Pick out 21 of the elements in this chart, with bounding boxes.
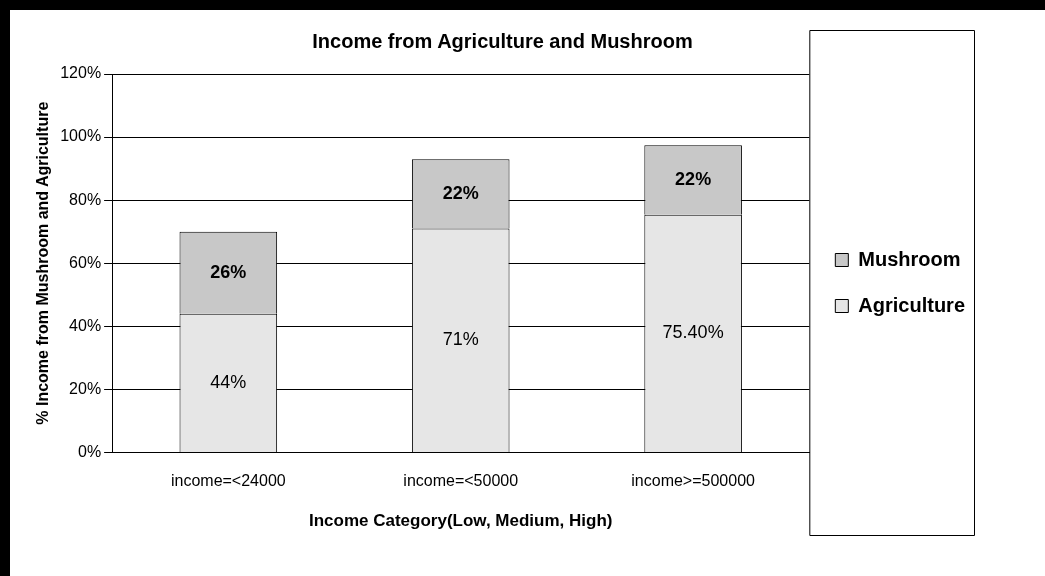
x-tick-label: income>=500000 bbox=[631, 472, 756, 490]
data-label: 22% bbox=[442, 182, 479, 203]
y-tick-label: 40% bbox=[69, 316, 102, 334]
data-label: 26% bbox=[210, 261, 247, 282]
legend-label: Mushroom bbox=[858, 247, 961, 270]
data-label: 22% bbox=[675, 168, 712, 189]
y-tick-label: 80% bbox=[69, 190, 102, 208]
x-tick-label: income=<24000 bbox=[170, 472, 286, 490]
legend-label: Agriculture bbox=[858, 293, 966, 316]
y-tick-label: 120% bbox=[60, 64, 102, 82]
y-tick-label: 60% bbox=[69, 253, 102, 271]
chart-title: Income from Agriculture and Mushroom bbox=[312, 29, 693, 52]
x-tick-label: income=<50000 bbox=[403, 472, 519, 490]
data-label: 75.40% bbox=[662, 322, 724, 343]
data-label: 71% bbox=[442, 329, 479, 350]
y-axis-title: % Income from Mushroom and Agriculture bbox=[34, 101, 52, 425]
data-label: 44% bbox=[210, 371, 247, 392]
x-axis-title: Income Category(Low, Medium, High) bbox=[308, 511, 613, 531]
y-tick-label: 100% bbox=[60, 127, 102, 145]
y-tick-label: 20% bbox=[69, 379, 102, 397]
y-tick-label: 0% bbox=[78, 442, 102, 460]
